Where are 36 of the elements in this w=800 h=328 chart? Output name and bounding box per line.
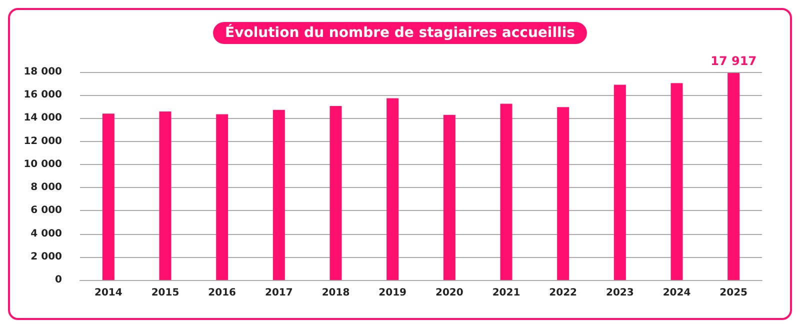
bar	[216, 114, 228, 280]
bar	[443, 114, 456, 280]
x-tick-label: 2016	[208, 288, 236, 298]
x-tick-label: 2017	[264, 288, 293, 298]
y-tick-label: 18 000	[24, 66, 62, 78]
y-tick-label: 16 000	[24, 90, 62, 101]
bar	[728, 72, 740, 280]
x-tick-label: 2023	[606, 288, 634, 298]
x-tick-label: 2020	[435, 288, 464, 298]
x-tick-label: 2014	[94, 288, 122, 298]
y-tick-label: 0	[55, 274, 62, 286]
bar	[330, 106, 342, 280]
y-tick-label: 10 000	[24, 158, 62, 170]
y-tick-label: 8 000	[30, 182, 62, 194]
bar	[500, 104, 512, 280]
bar	[386, 98, 399, 280]
chart-title: Évolution du nombre de stagiaires accueillis	[225, 24, 575, 41]
x-tick-label: 2015	[151, 288, 180, 298]
x-tick-label: 2022	[549, 288, 578, 298]
y-tick-label: 14 000	[24, 112, 62, 124]
x-tick-label: 2024	[662, 288, 691, 298]
y-tick-label: 4 000	[30, 228, 62, 240]
bar	[272, 110, 285, 280]
bar	[159, 112, 172, 280]
data-label: 17 917	[710, 54, 757, 68]
y-tick-label: 6 000	[30, 205, 62, 216]
x-tick-label: 2021	[492, 288, 520, 298]
y-tick-label: 2 000	[30, 251, 62, 262]
bar	[614, 84, 626, 280]
x-tick-label: 2025	[720, 288, 748, 298]
x-tick-label: 2019	[378, 288, 407, 298]
bar	[670, 83, 683, 280]
bar	[557, 107, 570, 280]
y-tick-label: 12 000	[24, 136, 62, 147]
x-tick-label: 2018	[322, 288, 350, 298]
bar	[102, 114, 114, 280]
